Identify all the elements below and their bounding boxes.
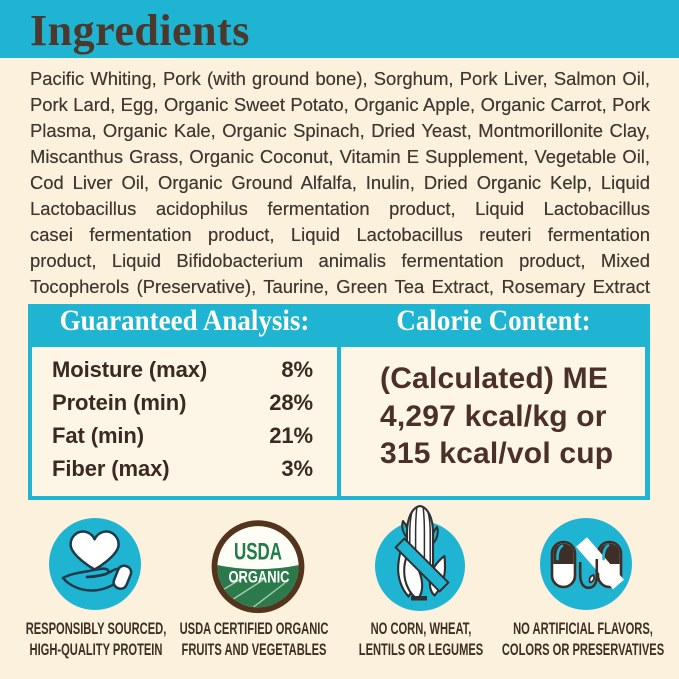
svg-text:USDA: USDA (234, 538, 282, 565)
svg-text:ORGANIC: ORGANIC (229, 567, 290, 586)
